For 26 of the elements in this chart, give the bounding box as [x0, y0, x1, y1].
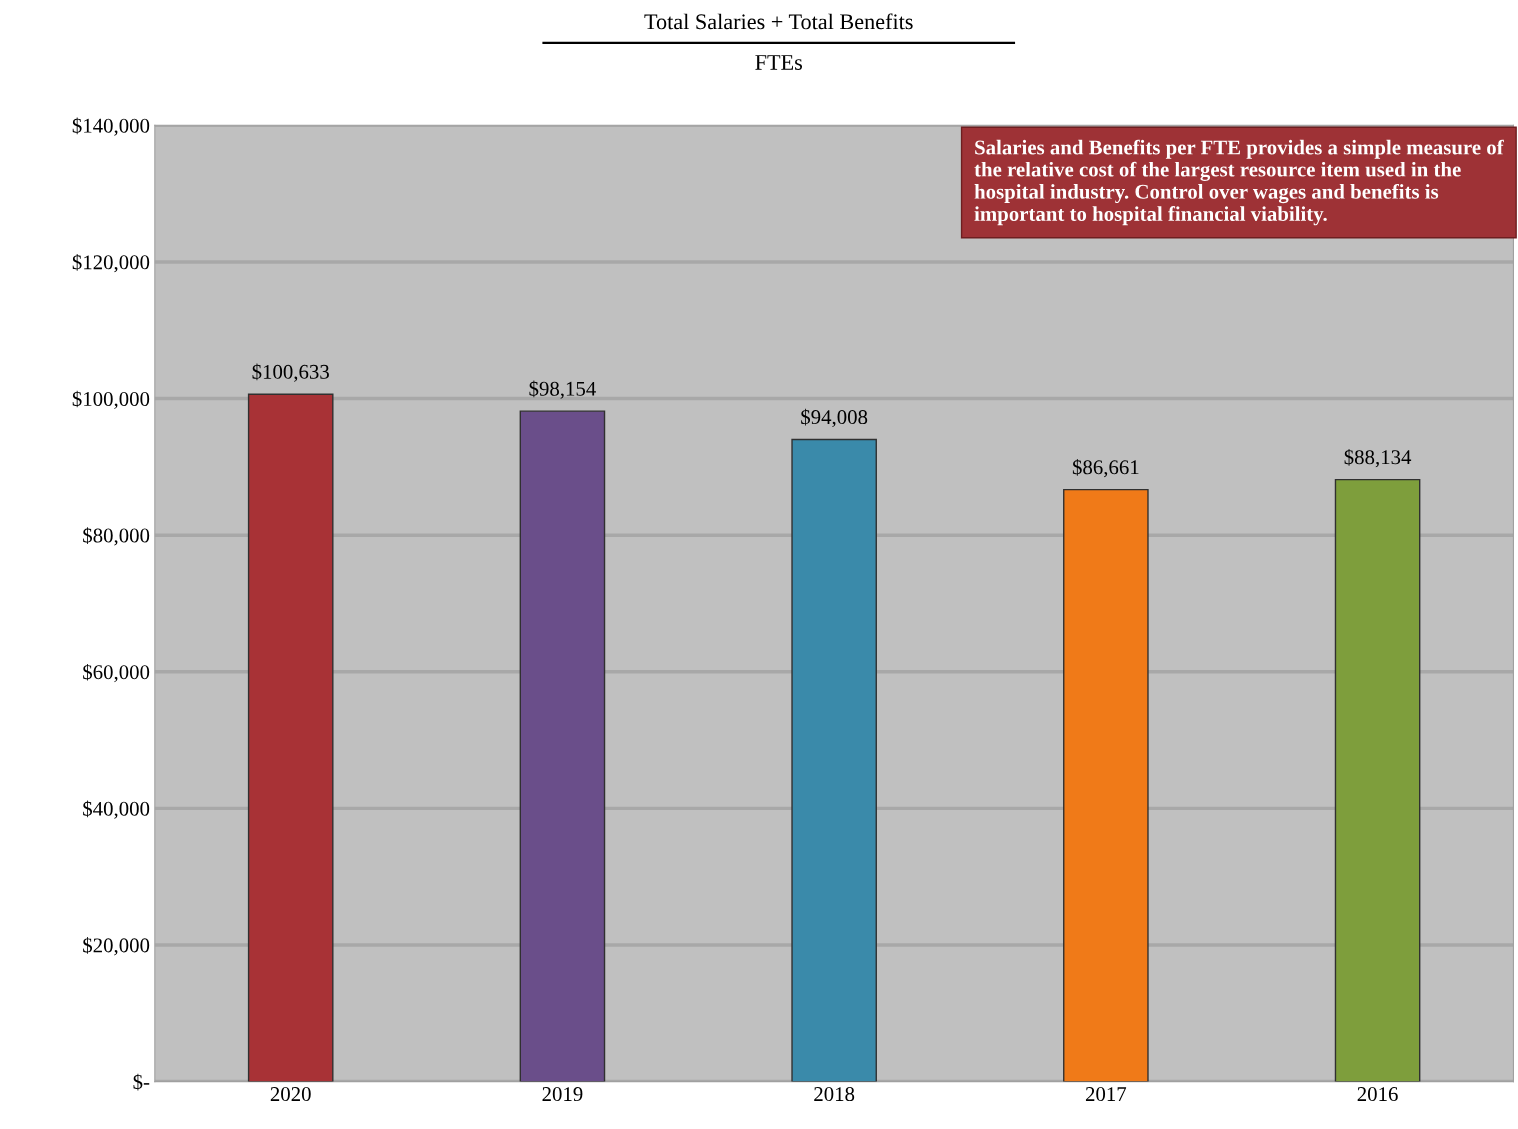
bar — [519, 410, 606, 1082]
data-label: $100,633 — [252, 363, 329, 382]
data-label: $94,008 — [801, 408, 868, 428]
data-label: $98,154 — [529, 380, 596, 399]
bar — [1063, 488, 1149, 1082]
y-tick-label: $20,000 — [83, 937, 150, 956]
y-tick-label: $60,000 — [83, 663, 150, 683]
bar — [1334, 478, 1421, 1082]
y-tick-label: $140,000 — [72, 117, 150, 136]
annotation: Salaries and Benefits per FTE provides a simple measure of the relative cost of the largest resource item used in the hospital industry. Control over wages and benefits is important to hospital financial viability. — [974, 139, 1504, 226]
data-label: $86,661 — [1072, 459, 1139, 478]
y-tick-label: $100,000 — [72, 390, 150, 409]
x-tick-label: 2017 — [1085, 1087, 1127, 1102]
data-label: $88,134 — [1344, 448, 1412, 468]
x-tick-label: 2016 — [1357, 1087, 1398, 1102]
chart-title: Total Salaries + Total Benefits — [644, 13, 913, 30]
x-tick-label: 2019 — [542, 1087, 583, 1102]
y-tick-label: $40,000 — [83, 800, 150, 819]
y-tick-label: $- — [133, 1073, 150, 1091]
y-tick-label: $80,000 — [83, 527, 150, 546]
bar — [247, 393, 334, 1082]
y-tick-label: $120,000 — [72, 254, 150, 273]
chart-subtitle: FTEs — [755, 55, 803, 70]
x-tick-label: 2018 — [814, 1087, 855, 1102]
x-tick-label: 2020 — [270, 1087, 311, 1102]
bar — [791, 438, 877, 1082]
